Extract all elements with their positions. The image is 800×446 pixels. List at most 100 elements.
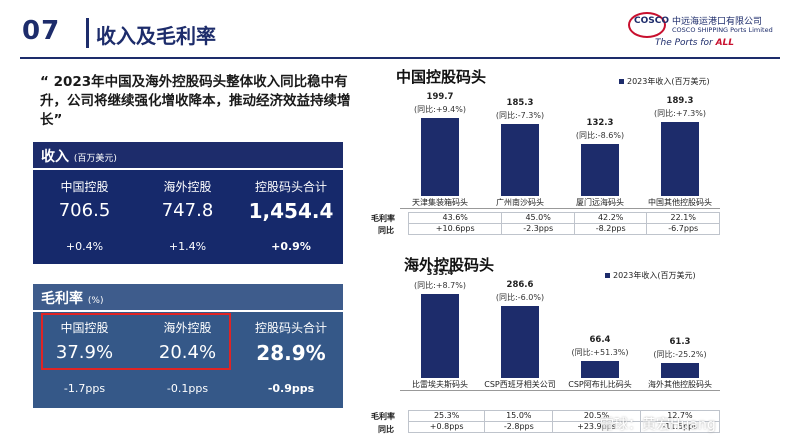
bar-0 [421, 294, 459, 378]
overseas-margin-table: 25.3% 15.0% 20.5% 12.7% +0.8pps -2.8pps +23.9p… [407, 410, 721, 433]
margin-title: 毛利率 [41, 291, 83, 307]
header-rule [20, 57, 780, 59]
table-cell: -11.5pps [639, 421, 721, 433]
table-cell: -6.7pps [646, 223, 720, 235]
margin-change-total: -0.9pps [267, 382, 315, 395]
bar-category-label: 厦门远海码头 [576, 198, 624, 207]
margin-unit: (%) [87, 296, 104, 306]
bar-1 [501, 123, 539, 196]
table-cell: 15.0% [484, 410, 554, 422]
table-cell: -8.2pps [573, 223, 648, 235]
bar-change-label: (同比:+51.3%) [571, 348, 629, 358]
bar-change-label: (同比:+9.4%) [414, 105, 466, 114]
china-row-label-margin: 毛利率 [371, 214, 395, 223]
table-cell: +10.6pps [407, 223, 503, 235]
revenue-change-china: +0.4% [65, 240, 104, 253]
overseas-row-label-margin: 毛利率 [371, 412, 395, 421]
bar-category-label: 海外其他控股码头 [648, 380, 712, 389]
overseas-chart-title: 海外控股码头 [404, 256, 495, 274]
highlight-box [41, 313, 231, 370]
bar-2 [581, 144, 619, 196]
revenue-unit: (百万美元) [73, 154, 117, 164]
bar-change-label: (同比:+7.3%) [654, 109, 706, 119]
china-row-label-yoy: 同比 [378, 226, 394, 235]
margin-panel: 中国控股 海外控股 控股码头合计 37.9% 20.4% 28.9% -1.7p… [33, 312, 343, 408]
legend-swatch-icon [605, 273, 610, 278]
table-cell: 22.1% [646, 212, 720, 224]
page-title: 收入及毛利率 [96, 24, 216, 48]
margin-value-total: 28.9% [256, 341, 326, 365]
bar-category-label: CSP西班牙相关公司 [484, 380, 556, 389]
bar-value-label: 286.6 [506, 279, 534, 290]
title-divider [86, 18, 89, 48]
bar-value-label: 61.3 [669, 336, 691, 347]
margin-value-china: 37.9% [55, 342, 114, 363]
table-cell: -2.3pps [501, 223, 575, 235]
table-row: 43.6% 45.0% 42.2% 22.1% [407, 212, 720, 224]
china-bar-chart: 199.7 (同比:+9.4%) 天津集装箱码头 185.3 (同比:-7.3%) 广州南… [400, 88, 720, 208]
headline-quote: “ 2023年中国及海外控股码头整体收入同比稳中有升，公司将继续强化增收降本，推… [40, 74, 351, 128]
bar-change-label: (同比:-6.0%) [495, 292, 545, 302]
overseas-chart-axis [400, 390, 720, 391]
revenue-change-overseas: +1.4% [168, 240, 207, 253]
table-cell: +23.9pps [552, 421, 641, 433]
bar-change-label: (同比:+8.7%) [414, 281, 466, 290]
margin-change-china: -1.7pps [63, 382, 106, 395]
margin-label-overseas: 海外控股 [163, 321, 212, 335]
china-chart-legend: 2023年收入(百万美元) [619, 76, 710, 87]
logo-text: COSCO [634, 16, 669, 26]
bar-1 [501, 305, 539, 378]
revenue-value-overseas: 747.8 [161, 200, 214, 221]
bar-value-label: 333.4 [426, 268, 454, 278]
margin-value-overseas: 20.4% [158, 342, 217, 363]
revenue-label-total: 控股码头合计 [254, 180, 327, 194]
table-cell: 43.6% [407, 212, 503, 224]
revenue-panel-header: 收入 (百万美元) [33, 142, 343, 168]
bar-category-label: 中国其他控股码头 [648, 198, 712, 207]
revenue-change-total: +0.9% [271, 240, 311, 253]
slogan: The Ports for ALL [655, 38, 734, 48]
bar-0 [421, 118, 459, 196]
company-name-cn: 中远海运港口有限公司 [672, 17, 763, 27]
table-row: +10.6pps -2.3pps -8.2pps -6.7pps [407, 223, 720, 235]
bar-category-label: 比雷埃夫斯码头 [412, 380, 468, 389]
revenue-label-china: 中国控股 [60, 180, 109, 194]
china-chart-title: 中国控股码头 [396, 68, 487, 86]
company-name-en: COSCO SHIPPING Ports Limited [672, 26, 773, 34]
legend-swatch-icon [619, 79, 624, 84]
table-cell: +0.8pps [407, 421, 486, 433]
table-cell: 42.2% [573, 212, 648, 224]
bar-category-label: CSP阿布扎比码头 [568, 380, 632, 389]
bar-category-label: 广州南沙码头 [496, 198, 544, 207]
bar-value-label: 185.3 [506, 97, 534, 108]
revenue-value-china: 706.5 [58, 200, 111, 221]
overseas-bar-chart: 333.4 (同比:+8.7%) 比雷埃夫斯码头 286.6 (同比:-6.0%) CSP… [400, 268, 720, 390]
overseas-row-label-yoy: 同比 [378, 425, 394, 434]
margin-label-china: 中国控股 [60, 321, 109, 335]
overseas-chart-legend: 2023年收入(百万美元) [605, 270, 696, 281]
bar-value-label: 132.3 [586, 118, 614, 129]
bar-value-label: 199.7 [426, 92, 454, 102]
margin-panel-header: 毛利率 (%) [33, 284, 343, 310]
watermark: 雪球：黄宏Huang [600, 417, 716, 433]
margin-change-overseas: -0.1pps [166, 382, 209, 395]
bar-value-label: 189.3 [666, 96, 694, 107]
table-cell: -2.8pps [484, 421, 554, 433]
table-row: 25.3% 15.0% 20.5% 12.7% [407, 410, 721, 422]
bar-category-label: 天津集装箱码头 [412, 198, 468, 207]
bar-3 [661, 122, 699, 196]
bar-2 [581, 361, 619, 378]
margin-label-total: 控股码头合计 [254, 321, 327, 335]
section-number: 07 [22, 16, 61, 46]
table-cell: 25.3% [407, 410, 486, 422]
bar-change-label: (同比:-25.2%) [653, 349, 707, 359]
table-cell: 45.0% [501, 212, 575, 224]
cosco-logo-icon [628, 12, 666, 38]
bar-change-label: (同比:-7.3%) [495, 110, 545, 120]
revenue-title: 收入 [41, 149, 69, 165]
bar-3 [661, 362, 699, 378]
table-row: +0.8pps -2.8pps +23.9pps -11.5pps [407, 421, 721, 433]
bar-change-label: (同比:-8.6%) [575, 131, 625, 141]
revenue-value-total: 1,454.4 [248, 199, 334, 223]
china-margin-table: 43.6% 45.0% 42.2% 22.1% +10.6pps -2.3pps -8.2p… [407, 212, 720, 235]
